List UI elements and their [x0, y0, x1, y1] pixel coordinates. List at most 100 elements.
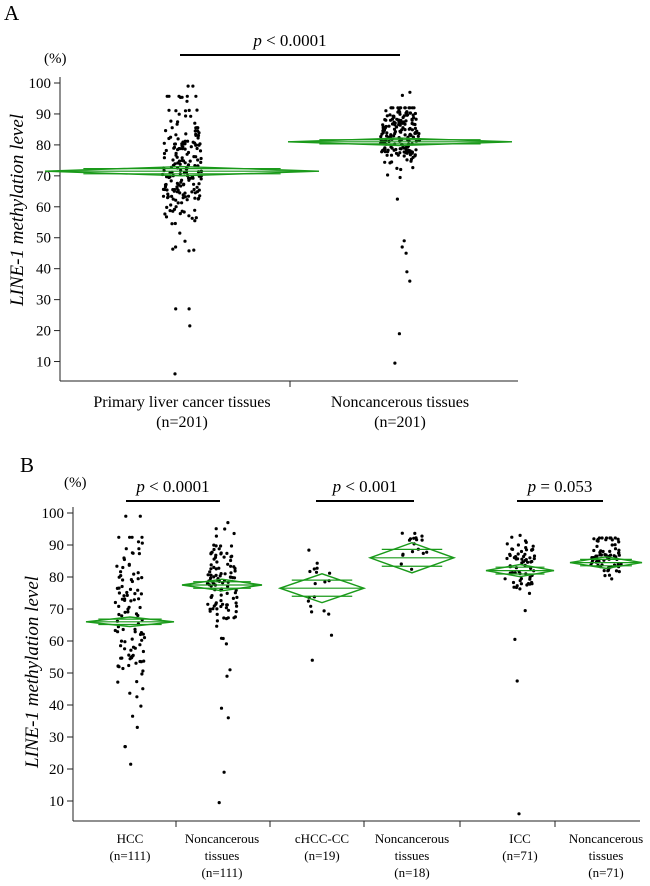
- panel-a-plot: 10 20 30 40 50 60 70 80 90 100 Primary liver cance…: [29, 31, 518, 431]
- data-point: [420, 538, 424, 542]
- data-point: [532, 557, 536, 561]
- data-point: [141, 687, 145, 691]
- data-point: [120, 584, 124, 589]
- data-point: [505, 542, 509, 546]
- data-point: [601, 549, 605, 554]
- panel-a-y-axis-label-gene: LINE-1: [7, 249, 28, 307]
- data-point: [230, 554, 234, 558]
- data-point: [121, 666, 125, 671]
- data-point: [392, 114, 396, 118]
- data-point: [310, 610, 314, 614]
- data-point: [592, 537, 596, 541]
- data-point: [142, 636, 147, 640]
- data-point: [229, 558, 233, 563]
- data-point: [408, 90, 412, 94]
- y-tick-label: 60: [36, 200, 51, 216]
- data-point: [198, 149, 203, 153]
- data-point: [180, 201, 184, 205]
- data-point: [414, 117, 418, 121]
- data-point: [528, 556, 532, 560]
- data-point: [187, 178, 191, 182]
- data-point: [138, 659, 142, 664]
- data-point: [384, 109, 388, 113]
- data-point: [226, 584, 230, 589]
- data-point: [187, 249, 191, 253]
- data-point: [136, 577, 140, 581]
- data-point: [219, 593, 223, 597]
- data-point: [209, 576, 213, 580]
- data-point: [388, 113, 392, 117]
- data-point: [121, 627, 125, 632]
- data-point: [383, 118, 387, 122]
- data-point: [416, 134, 420, 138]
- data-point: [518, 533, 522, 538]
- data-point: [399, 562, 403, 566]
- data-point: [385, 131, 389, 135]
- data-point: [192, 248, 196, 252]
- data-point: [508, 553, 512, 558]
- data-point: [174, 307, 178, 311]
- data-point: [614, 569, 619, 573]
- data-point: [511, 580, 516, 585]
- y-tick-label: 10: [36, 355, 51, 371]
- data-point: [399, 167, 403, 172]
- data-point: [600, 536, 604, 540]
- data-point: [215, 607, 219, 611]
- data-point: [121, 565, 125, 570]
- data-point: [394, 151, 399, 155]
- data-point: [386, 173, 390, 177]
- data-point: [188, 324, 192, 328]
- data-point: [405, 158, 409, 162]
- data-point: [400, 245, 404, 249]
- data-point: [390, 117, 394, 121]
- y-tick-label: 20: [36, 324, 51, 340]
- data-point: [177, 159, 182, 163]
- data-point: [190, 216, 194, 220]
- data-point: [185, 99, 189, 103]
- y-tick-label: 40: [49, 698, 64, 714]
- data-point: [402, 114, 406, 118]
- data-point: [408, 111, 412, 115]
- data-point: [228, 668, 232, 672]
- data-point: [517, 812, 521, 816]
- data-point: [165, 205, 169, 209]
- data-point: [512, 585, 516, 589]
- data-point: [229, 544, 234, 548]
- data-point: [395, 197, 399, 201]
- data-point: [322, 609, 326, 613]
- data-point: [128, 535, 132, 539]
- data-point: [197, 182, 201, 186]
- data-point: [119, 574, 123, 578]
- data-point: [410, 106, 414, 110]
- data-point: [389, 106, 393, 110]
- data-point: [313, 582, 317, 586]
- data-point: [142, 659, 146, 663]
- data-point: [226, 608, 231, 612]
- data-point: [191, 176, 195, 180]
- panel-a-unit-label: (%): [44, 51, 67, 67]
- y-tick-label: 100: [29, 76, 52, 92]
- data-point: [617, 540, 621, 544]
- data-point: [140, 535, 144, 539]
- data-point: [133, 630, 137, 634]
- data-point: [413, 111, 417, 116]
- data-point: [392, 127, 397, 131]
- x-sample-size-label: (n=71): [502, 848, 538, 863]
- data-point: [116, 680, 120, 684]
- data-point: [132, 572, 136, 576]
- data-point: [410, 118, 414, 122]
- data-point: [139, 704, 143, 708]
- data-point: [214, 527, 218, 531]
- data-point: [217, 547, 221, 551]
- data-point: [197, 131, 201, 135]
- data-point: [410, 567, 414, 571]
- data-point: [167, 136, 171, 141]
- data-point: [164, 148, 168, 153]
- data-point: [315, 566, 319, 570]
- data-point: [526, 560, 530, 564]
- data-point: [140, 672, 144, 676]
- data-point: [232, 531, 236, 536]
- data-point: [408, 133, 412, 137]
- data-point: [120, 614, 124, 618]
- data-point: [138, 514, 142, 518]
